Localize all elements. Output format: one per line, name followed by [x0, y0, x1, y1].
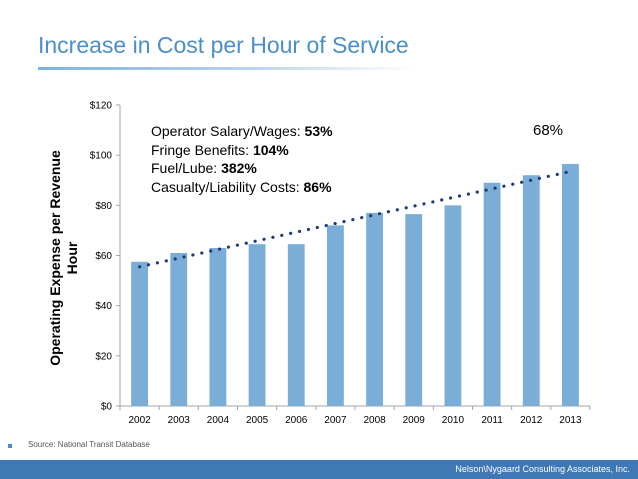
- x-tick-label: 2009: [403, 415, 426, 426]
- x-tick-label: 2003: [168, 415, 191, 426]
- y-tick-label: $20: [95, 351, 112, 362]
- y-tick-label: $60: [95, 251, 112, 262]
- x-tick-label: 2006: [285, 415, 308, 426]
- x-tick-label: 2008: [363, 415, 386, 426]
- bar: [444, 205, 462, 406]
- x-tick-label: 2005: [246, 415, 269, 426]
- bar: [287, 244, 305, 406]
- annotation-line: Casualty/Liability Costs: 86%: [151, 178, 332, 195]
- cost-breakdown-annotation: Operator Salary/Wages: 53% Fringe Benefi…: [144, 119, 368, 199]
- x-tick-label: 2010: [442, 415, 465, 426]
- bar: [131, 261, 149, 406]
- slide-title: Increase in Cost per Hour of Service: [38, 32, 409, 58]
- bar: [248, 244, 266, 406]
- footer-bar: Nelson\Nygaard Consulting Associates, In…: [0, 460, 638, 479]
- y-tick-label: $120: [90, 101, 113, 112]
- y-tick-label: $100: [90, 151, 113, 162]
- y-axis-label: Operating Expense per Revenue Hour: [47, 150, 80, 366]
- x-tick-label: 2013: [559, 415, 582, 426]
- x-tick-label: 2004: [207, 415, 230, 426]
- y-tick-label: $80: [95, 201, 112, 212]
- bar: [326, 225, 344, 406]
- x-tick-label: 2007: [324, 415, 347, 426]
- bar: [170, 252, 188, 406]
- x-tick-label: 2002: [128, 415, 151, 426]
- footer-text: Nelson\Nygaard Consulting Associates, In…: [455, 464, 630, 474]
- bullet-marker: [8, 444, 12, 448]
- x-tick-label: 2011: [481, 415, 503, 426]
- title-underline: [38, 67, 418, 70]
- source-note: Source: National Transit Database: [28, 440, 150, 449]
- annotation-line: Operator Salary/Wages: 53%: [151, 123, 333, 139]
- bar: [522, 175, 540, 406]
- trend-line: [137, 169, 573, 269]
- x-tick-label: 2012: [520, 415, 543, 426]
- bar: [209, 247, 227, 406]
- bar: [483, 182, 501, 406]
- bar: [405, 214, 423, 406]
- total-increase-label: 68%: [515, 119, 581, 143]
- annotation-line: Fringe Benefits: 104%: [151, 141, 289, 158]
- bar: [561, 163, 579, 406]
- bar: [366, 212, 384, 406]
- y-tick-label: $0: [101, 402, 113, 413]
- y-tick-label: $40: [95, 301, 112, 312]
- annotation-line: Fuel/Lube: 382%: [151, 160, 257, 176]
